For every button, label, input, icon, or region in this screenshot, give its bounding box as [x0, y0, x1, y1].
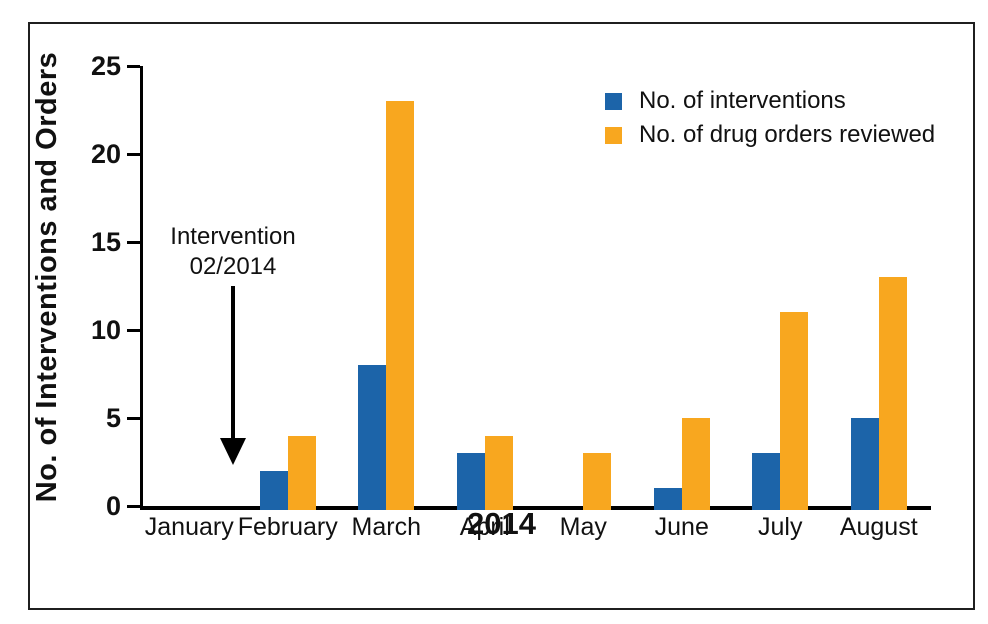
y-axis-tick-label: 10	[90, 315, 121, 345]
x-axis-label-january: January	[144, 513, 234, 541]
chart-frame: No. of Interventions and Orders 0 5 10 15 20…	[28, 22, 975, 610]
annotation-arrow-head-icon	[220, 438, 246, 465]
legend-label-interventions: No. of interventions	[639, 87, 846, 114]
y-axis-tick	[127, 329, 140, 332]
bar-drug-orders-reviewed-april	[484, 435, 513, 510]
bar-interventions-august	[850, 418, 879, 510]
bar-drug-orders-reviewed-june	[681, 418, 710, 510]
annotation-intervention-text: Intervention 02/2014	[103, 222, 363, 282]
bar-drug-orders-reviewed-march	[386, 101, 415, 510]
legend-item-interventions: No. of interventions	[605, 84, 935, 118]
y-axis-tick	[127, 153, 140, 156]
bar-drug-orders-reviewed-february	[287, 435, 316, 510]
y-axis-tick	[127, 241, 140, 244]
y-axis-title: No. of Interventions and Orders	[31, 51, 63, 503]
bar-interventions-april	[456, 453, 485, 510]
bar-drug-orders-reviewed-july	[780, 312, 809, 510]
bar-interventions-february	[259, 470, 288, 510]
bar-interventions-july	[752, 453, 781, 510]
x-axis-label-july: July	[758, 513, 803, 541]
y-axis-tick-label: 5	[105, 403, 121, 433]
x-axis-label-march: March	[351, 513, 421, 541]
y-axis-tick	[127, 417, 140, 420]
bar-drug-orders-reviewed-august	[878, 277, 907, 510]
plot-area: 0 5 10 15 20 25 January February March April May Ju…	[91, 51, 931, 541]
legend-swatch-interventions	[605, 92, 622, 110]
x-axis-label-april: April	[459, 513, 510, 541]
annotation-line-2: 02/2014	[189, 253, 277, 280]
x-axis-label-february: February	[237, 513, 338, 541]
x-axis-label-august: August	[839, 513, 918, 541]
annotation-line-1: Intervention	[170, 223, 296, 250]
y-axis-tick-label: 0	[105, 491, 121, 521]
bar-drug-orders-reviewed-may	[583, 453, 612, 510]
x-axis-title: 2014	[467, 506, 536, 541]
legend-item-drug-orders: No. of drug orders reviewed	[605, 118, 935, 152]
y-axis-tick	[127, 65, 140, 68]
annotation-arrow-shaft	[231, 286, 235, 440]
y-axis-tick-label: 20	[90, 139, 121, 169]
bar-interventions-march	[358, 365, 387, 510]
legend-label-drug-orders: No. of drug orders reviewed	[639, 121, 936, 148]
x-axis-label-june: June	[654, 513, 709, 541]
legend: No. of interventions No. of drug orders …	[605, 84, 935, 152]
y-axis-tick-label: 25	[90, 51, 121, 81]
legend-swatch-drug-orders	[605, 126, 622, 144]
y-axis-tick	[127, 505, 140, 508]
y-axis-tick-label: 15	[90, 227, 121, 257]
bar-interventions-june	[653, 488, 682, 510]
x-axis-label-may: May	[559, 513, 607, 541]
